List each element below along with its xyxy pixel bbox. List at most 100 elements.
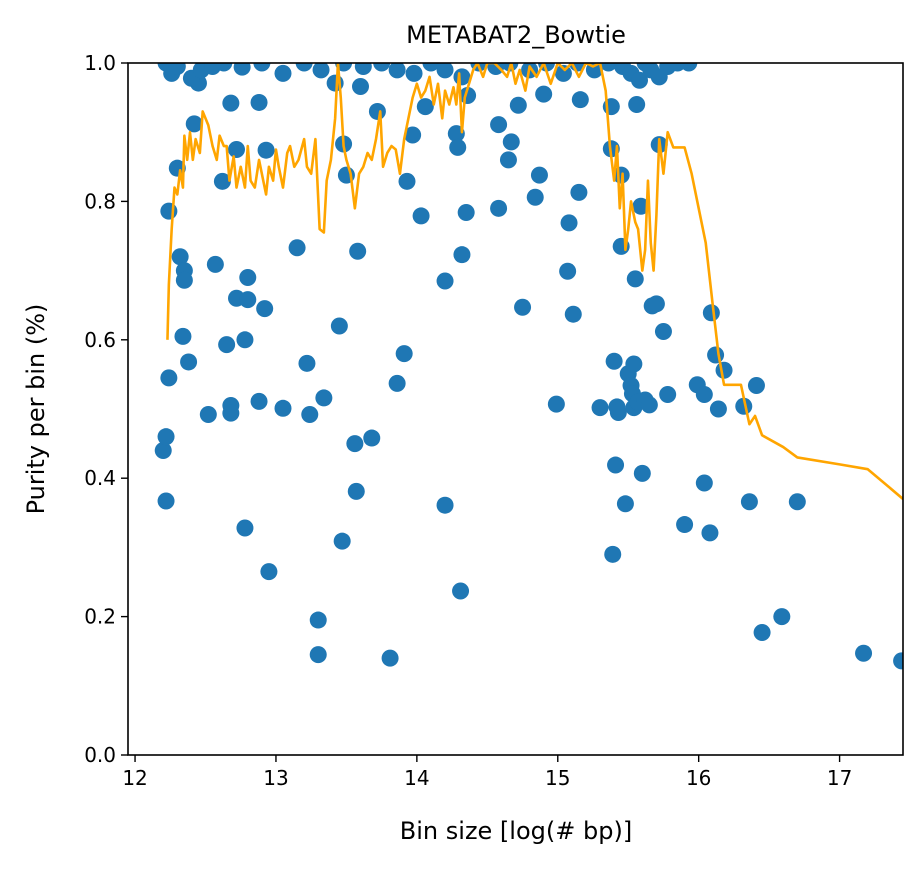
x-tick-label: 13	[263, 766, 288, 790]
data-point	[788, 493, 806, 511]
data-point	[647, 295, 665, 313]
data-point	[571, 91, 589, 109]
data-point	[257, 141, 275, 159]
data-point	[274, 399, 292, 417]
data-point	[412, 207, 430, 225]
data-point	[625, 355, 643, 373]
data-point	[526, 188, 544, 206]
data-point	[236, 519, 254, 537]
data-point	[631, 71, 648, 89]
data-point	[157, 428, 175, 446]
data-point	[695, 385, 713, 403]
data-point	[171, 248, 189, 266]
data-point	[855, 644, 873, 662]
data-point	[236, 331, 254, 349]
data-point	[600, 63, 617, 72]
data-point	[747, 376, 765, 394]
data-point	[405, 64, 423, 82]
x-tick-label: 17	[827, 766, 852, 790]
data-point	[416, 98, 434, 116]
data-point	[709, 400, 727, 418]
x-tick-label: 12	[122, 766, 147, 790]
data-point	[436, 63, 454, 79]
data-point	[702, 304, 720, 322]
data-point	[274, 64, 292, 82]
data-point	[715, 361, 733, 379]
x-tick-label: 14	[404, 766, 429, 790]
data-point	[628, 96, 646, 114]
data-point	[185, 115, 203, 133]
chart-title: METABAT2_Bowtie	[406, 21, 626, 49]
data-point	[487, 63, 505, 75]
data-point	[346, 435, 364, 453]
data-point	[490, 199, 508, 217]
data-point	[773, 608, 791, 626]
data-point	[707, 346, 725, 364]
data-point	[676, 516, 694, 534]
y-tick-label: 0.2	[84, 605, 116, 629]
data-point	[616, 495, 634, 513]
data-point	[626, 270, 644, 288]
y-tick-label: 0.4	[84, 466, 116, 490]
data-point	[222, 404, 240, 422]
data-point	[457, 203, 475, 221]
data-point	[604, 545, 622, 563]
data-point	[388, 374, 406, 392]
data-point	[206, 255, 224, 273]
scatter-series	[154, 63, 903, 670]
data-point	[213, 172, 231, 190]
data-point	[735, 397, 753, 415]
data-point	[509, 96, 527, 114]
data-point	[260, 563, 278, 581]
data-point	[373, 63, 391, 72]
data-point	[422, 63, 440, 72]
data-point	[253, 63, 271, 72]
data-point	[175, 271, 193, 289]
data-point	[535, 85, 553, 103]
data-point	[605, 352, 623, 370]
x-axis: 12 13 14 15 16 17	[122, 755, 852, 790]
data-point	[607, 456, 625, 474]
data-point	[239, 291, 257, 309]
data-point	[157, 492, 175, 510]
data-point	[168, 63, 186, 75]
data-point	[215, 63, 233, 72]
data-point	[436, 496, 454, 514]
axes-frame	[127, 62, 904, 756]
data-point	[288, 239, 306, 257]
data-point	[315, 389, 333, 407]
data-point	[233, 63, 251, 76]
data-point	[239, 269, 257, 287]
data-point	[160, 202, 178, 220]
data-point	[559, 262, 577, 280]
data-point	[554, 64, 572, 82]
data-point	[330, 317, 348, 335]
data-point	[530, 166, 548, 184]
data-point	[388, 63, 406, 79]
trend-line	[166, 63, 903, 500]
plot-area	[154, 63, 903, 670]
data-point	[354, 63, 372, 75]
y-axis: 0.0 0.2 0.4 0.6 0.8 1.0	[84, 51, 128, 767]
data-point	[560, 214, 578, 232]
y-tick-label: 1.0	[84, 51, 116, 75]
data-point	[298, 354, 316, 372]
data-point	[609, 403, 627, 421]
data-point	[564, 305, 582, 323]
data-point	[352, 78, 369, 96]
data-point	[250, 392, 268, 410]
data-point	[404, 126, 422, 144]
data-point	[680, 63, 698, 72]
y-tick-label: 0.0	[84, 743, 116, 767]
data-point	[893, 652, 903, 670]
data-point	[347, 482, 365, 500]
data-point	[570, 183, 588, 201]
data-point	[363, 429, 381, 447]
data-point	[585, 63, 603, 79]
data-point	[381, 649, 399, 667]
data-point	[398, 172, 416, 190]
data-point	[368, 102, 386, 120]
data-point	[654, 323, 672, 340]
y-axis-label: Purity per bin (%)	[22, 304, 50, 515]
data-point	[453, 68, 471, 86]
